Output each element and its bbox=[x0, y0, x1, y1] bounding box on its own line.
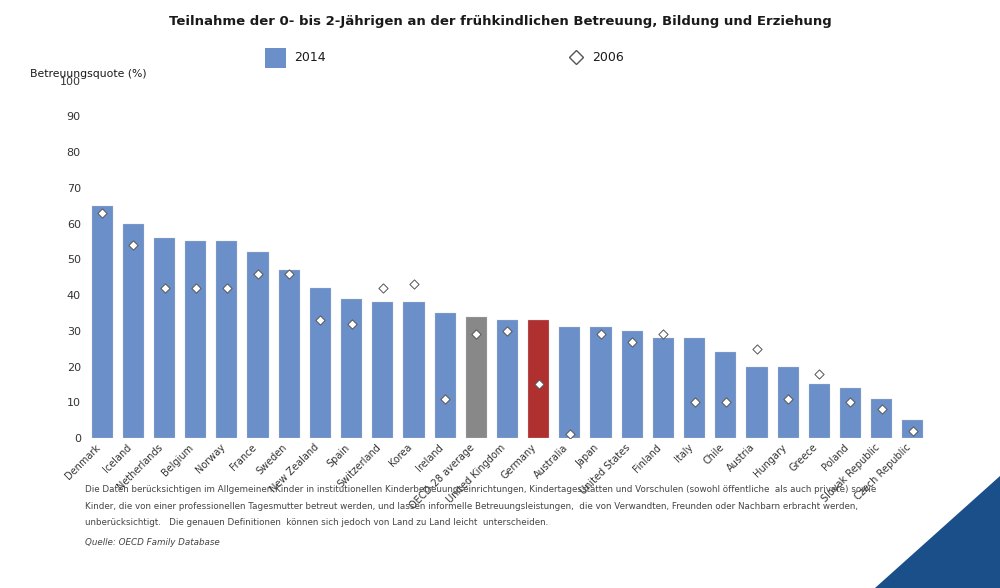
Bar bbox=[435, 313, 456, 438]
Point bbox=[499, 326, 516, 336]
Point bbox=[344, 319, 360, 328]
Bar bbox=[778, 366, 799, 438]
Text: Teilnahme der 0- bis 2-Jährigen an der frühkindlichen Betreuung, Bildung und Erz: Teilnahme der 0- bis 2-Jährigen an der f… bbox=[169, 15, 831, 28]
Text: Quelle: OECD Family Database: Quelle: OECD Family Database bbox=[85, 538, 220, 547]
Bar bbox=[310, 288, 331, 438]
Polygon shape bbox=[875, 476, 1000, 588]
Bar bbox=[92, 206, 113, 438]
Point bbox=[562, 430, 578, 439]
Point bbox=[157, 283, 173, 293]
Point bbox=[94, 208, 110, 218]
Point bbox=[593, 330, 609, 339]
Bar bbox=[684, 338, 705, 438]
Point bbox=[437, 394, 453, 403]
Point bbox=[468, 330, 484, 339]
Bar bbox=[715, 352, 736, 438]
Bar bbox=[497, 320, 518, 438]
Bar bbox=[871, 399, 892, 438]
Text: Betreuungsquote (%): Betreuungsquote (%) bbox=[30, 69, 147, 79]
Point bbox=[312, 315, 328, 325]
Point bbox=[687, 397, 703, 407]
Point bbox=[718, 397, 734, 407]
Bar bbox=[653, 338, 674, 438]
Bar bbox=[279, 270, 300, 438]
Text: Die Daten berücksichtigen im Allgemeinen Kinder in institutionellen Kinderbetreu: Die Daten berücksichtigen im Allgemeinen… bbox=[85, 485, 876, 494]
Point bbox=[281, 269, 297, 278]
Bar bbox=[809, 385, 830, 438]
Bar bbox=[559, 328, 580, 438]
Point bbox=[842, 397, 858, 407]
Bar bbox=[590, 328, 612, 438]
Text: Kinder, die von einer professionellen Tagesmutter betreut werden, und lassen inf: Kinder, die von einer professionellen Ta… bbox=[85, 502, 858, 510]
Bar bbox=[372, 302, 393, 438]
Point bbox=[905, 426, 921, 436]
Point bbox=[811, 369, 827, 379]
Bar bbox=[154, 238, 175, 438]
Point bbox=[125, 240, 141, 250]
Point bbox=[749, 344, 765, 353]
Bar bbox=[341, 299, 362, 438]
Bar bbox=[466, 316, 487, 438]
Point bbox=[406, 280, 422, 289]
Text: 2006: 2006 bbox=[592, 51, 624, 64]
Point bbox=[780, 394, 796, 403]
Point bbox=[250, 269, 266, 278]
Bar bbox=[622, 331, 643, 438]
Bar bbox=[403, 302, 425, 438]
Point bbox=[531, 380, 547, 389]
Point bbox=[188, 283, 204, 293]
Point bbox=[874, 405, 890, 414]
Bar bbox=[247, 252, 269, 438]
FancyBboxPatch shape bbox=[265, 48, 286, 68]
Point bbox=[624, 337, 640, 346]
Text: 2014: 2014 bbox=[294, 51, 326, 64]
Point bbox=[655, 330, 671, 339]
Point bbox=[375, 283, 391, 293]
Point bbox=[219, 283, 235, 293]
Bar bbox=[216, 242, 237, 438]
Bar bbox=[902, 420, 923, 438]
Bar bbox=[528, 320, 549, 438]
Bar bbox=[840, 388, 861, 438]
Bar bbox=[185, 242, 206, 438]
Bar bbox=[746, 366, 768, 438]
Text: unberücksichtigt.   Die genauen Definitionen  können sich jedoch von Land zu Lan: unberücksichtigt. Die genauen Definition… bbox=[85, 518, 548, 527]
Bar bbox=[123, 223, 144, 438]
